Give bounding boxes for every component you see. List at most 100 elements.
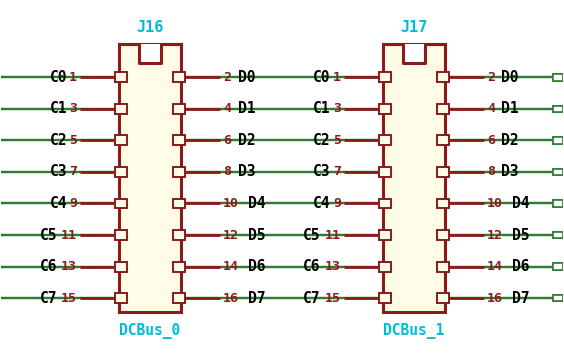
Bar [437, 104, 449, 114]
Text: 7: 7 [69, 166, 77, 178]
Bar [173, 230, 186, 240]
Text: 1: 1 [69, 71, 77, 84]
Text: C1: C1 [50, 101, 67, 116]
Text: 14: 14 [223, 260, 239, 273]
Bar [553, 232, 563, 238]
Bar [378, 199, 391, 208]
Text: D6: D6 [248, 259, 265, 274]
Bar [378, 136, 391, 145]
Text: 4: 4 [223, 103, 231, 115]
Bar [437, 262, 449, 272]
Bar [115, 136, 127, 145]
Text: 5: 5 [333, 134, 341, 147]
Text: 2: 2 [223, 71, 231, 84]
Bar [553, 74, 563, 80]
Text: C5: C5 [303, 227, 321, 242]
Text: D2: D2 [501, 133, 519, 148]
Text: D7: D7 [248, 290, 265, 305]
Bar [553, 169, 563, 175]
Text: C3: C3 [314, 164, 331, 179]
Text: J16: J16 [136, 20, 164, 35]
Text: 11: 11 [325, 229, 341, 241]
Text: D7: D7 [512, 290, 529, 305]
Text: 4: 4 [487, 103, 495, 115]
Text: 3: 3 [333, 103, 341, 115]
Text: DCBus_1: DCBus_1 [384, 323, 444, 339]
Bar [437, 167, 449, 177]
Bar [173, 293, 186, 303]
Text: C0: C0 [50, 70, 67, 85]
Text: C2: C2 [314, 133, 331, 148]
Bar [115, 199, 127, 208]
Text: D5: D5 [512, 227, 529, 242]
Bar [403, 44, 425, 63]
Text: 13: 13 [325, 260, 341, 273]
Bar [383, 44, 445, 312]
Bar [115, 230, 127, 240]
Text: 2: 2 [487, 71, 495, 84]
Bar [437, 136, 449, 145]
Bar [553, 137, 563, 143]
Bar [173, 136, 186, 145]
Text: 15: 15 [325, 292, 341, 305]
Text: D1: D1 [501, 101, 519, 116]
Bar [553, 295, 563, 301]
Bar [173, 262, 186, 272]
Text: 12: 12 [223, 229, 239, 241]
Bar [553, 200, 563, 207]
Bar [115, 293, 127, 303]
Text: 6: 6 [223, 134, 231, 147]
Text: 8: 8 [487, 166, 495, 178]
Bar [173, 167, 186, 177]
Text: 9: 9 [333, 197, 341, 210]
Text: 3: 3 [69, 103, 77, 115]
Text: C7: C7 [39, 290, 57, 305]
Text: 15: 15 [61, 292, 77, 305]
Text: 6: 6 [487, 134, 495, 147]
Bar [553, 263, 563, 270]
Text: 7: 7 [333, 166, 341, 178]
Bar [378, 262, 391, 272]
Bar [437, 230, 449, 240]
Bar [553, 74, 563, 80]
Text: 11: 11 [61, 229, 77, 241]
Bar [553, 295, 563, 301]
Text: D3: D3 [501, 164, 519, 179]
Text: 1: 1 [333, 71, 341, 84]
Text: D3: D3 [237, 164, 255, 179]
Bar [553, 106, 563, 112]
Text: 13: 13 [61, 260, 77, 273]
Bar [378, 72, 391, 82]
Bar [378, 167, 391, 177]
Bar [553, 232, 563, 238]
Bar [173, 199, 186, 208]
Text: C4: C4 [50, 196, 67, 211]
Text: D0: D0 [237, 70, 255, 85]
Text: DCBus_0: DCBus_0 [120, 323, 180, 339]
Text: C6: C6 [303, 259, 321, 274]
Bar [553, 106, 563, 112]
Bar [553, 263, 563, 270]
Text: C1: C1 [314, 101, 331, 116]
Text: C5: C5 [39, 227, 57, 242]
Text: C0: C0 [314, 70, 331, 85]
Text: D4: D4 [512, 196, 529, 211]
Text: D4: D4 [248, 196, 265, 211]
Text: C4: C4 [314, 196, 331, 211]
Text: 5: 5 [69, 134, 77, 147]
Bar [173, 104, 186, 114]
Text: 8: 8 [223, 166, 231, 178]
Bar [115, 72, 127, 82]
Text: C3: C3 [50, 164, 67, 179]
Text: D6: D6 [512, 259, 529, 274]
Bar [378, 104, 391, 114]
Bar [119, 44, 181, 312]
Bar [173, 72, 186, 82]
Bar [378, 230, 391, 240]
Text: J17: J17 [400, 20, 428, 35]
Text: 9: 9 [69, 197, 77, 210]
Bar [115, 262, 127, 272]
Bar [115, 167, 127, 177]
Bar [437, 199, 449, 208]
Bar [437, 72, 449, 82]
